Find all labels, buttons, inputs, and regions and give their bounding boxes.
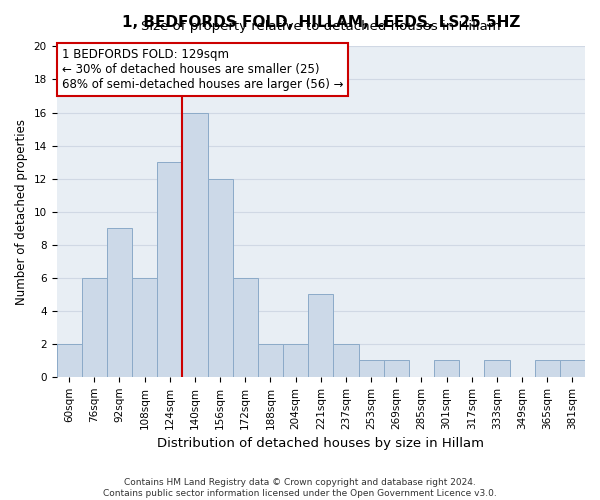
Bar bbox=[535, 360, 560, 377]
Bar bbox=[359, 360, 383, 377]
Title: 1, BEDFORDS FOLD, HILLAM, LEEDS, LS25 5HZ: 1, BEDFORDS FOLD, HILLAM, LEEDS, LS25 5H… bbox=[122, 15, 520, 30]
Bar bbox=[258, 344, 283, 377]
Text: 1 BEDFORDS FOLD: 129sqm
← 30% of detached houses are smaller (25)
68% of semi-de: 1 BEDFORDS FOLD: 129sqm ← 30% of detache… bbox=[62, 48, 343, 91]
Text: Size of property relative to detached houses in Hillam: Size of property relative to detached ho… bbox=[141, 20, 500, 33]
Bar bbox=[82, 278, 107, 377]
Bar bbox=[383, 360, 409, 377]
Bar bbox=[107, 228, 132, 377]
Bar bbox=[157, 162, 182, 377]
Bar bbox=[434, 360, 459, 377]
Bar bbox=[208, 178, 233, 377]
Bar bbox=[560, 360, 585, 377]
X-axis label: Distribution of detached houses by size in Hillam: Distribution of detached houses by size … bbox=[157, 437, 484, 450]
Bar bbox=[308, 294, 334, 377]
Bar bbox=[334, 344, 359, 377]
Y-axis label: Number of detached properties: Number of detached properties bbox=[15, 118, 28, 304]
Bar bbox=[283, 344, 308, 377]
Text: Contains HM Land Registry data © Crown copyright and database right 2024.
Contai: Contains HM Land Registry data © Crown c… bbox=[103, 478, 497, 498]
Bar bbox=[484, 360, 509, 377]
Bar bbox=[132, 278, 157, 377]
Bar bbox=[233, 278, 258, 377]
Bar bbox=[56, 344, 82, 377]
Bar bbox=[182, 112, 208, 377]
